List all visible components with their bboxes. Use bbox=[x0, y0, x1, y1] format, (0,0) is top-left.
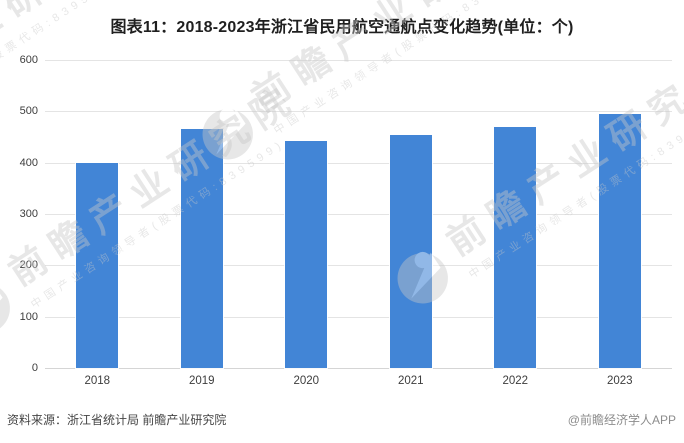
x-tick-label-2020: 2020 bbox=[293, 375, 320, 387]
gridline-500 bbox=[45, 111, 672, 113]
bar-slot-2022 bbox=[463, 60, 568, 370]
bar-slot-2018 bbox=[45, 60, 150, 370]
x-tick-label-2021: 2021 bbox=[397, 375, 424, 387]
gridline-100 bbox=[45, 316, 672, 318]
bar-2022 bbox=[493, 125, 538, 370]
y-tick-label-200: 200 bbox=[19, 259, 38, 272]
x-tick-label-2019: 2019 bbox=[188, 375, 215, 387]
bar-2019 bbox=[179, 127, 224, 370]
bar-2018 bbox=[75, 161, 120, 370]
brand-text: @前瞻经济学人APP bbox=[567, 413, 676, 427]
bar-slot-2020 bbox=[254, 60, 359, 369]
x-tick-label-2022: 2022 bbox=[502, 375, 529, 387]
bar-slot-2021 bbox=[359, 60, 464, 370]
x-axis: 2018 2019 2020 2021 2022 2023 bbox=[45, 375, 672, 387]
gridline-600 bbox=[45, 60, 672, 61]
plot-area bbox=[45, 60, 673, 370]
y-tick-label-100: 100 bbox=[19, 310, 38, 323]
y-axis: 0 100 200 300 400 500 600 bbox=[0, 54, 38, 374]
x-tick-label-2023: 2023 bbox=[606, 375, 633, 387]
gridline-300 bbox=[45, 214, 672, 215]
bar-series bbox=[45, 60, 673, 370]
bar-slot-2023 bbox=[568, 60, 673, 369]
y-tick-label-400: 400 bbox=[19, 156, 38, 169]
bar-slot-2019 bbox=[150, 60, 255, 370]
bar-2020 bbox=[284, 140, 329, 369]
y-tick-label-500: 500 bbox=[19, 105, 38, 118]
x-axis-line bbox=[45, 368, 672, 369]
bar-2021 bbox=[388, 133, 433, 370]
y-tick-label-0: 0 bbox=[31, 362, 38, 374]
x-tick-label-2018: 2018 bbox=[84, 375, 111, 387]
source-text: 资料来源：浙江省统计局 前瞻产业研究院 bbox=[7, 413, 227, 427]
y-tick-label-300: 300 bbox=[19, 208, 38, 220]
bar-2023 bbox=[597, 113, 642, 369]
gridline-400 bbox=[45, 162, 672, 164]
y-tick-label-600: 600 bbox=[19, 54, 38, 66]
chart-title: 图表11：2018-2023年浙江省民用航空通航点变化趋势(单位：个) bbox=[110, 19, 574, 36]
gridline-200 bbox=[45, 265, 672, 267]
